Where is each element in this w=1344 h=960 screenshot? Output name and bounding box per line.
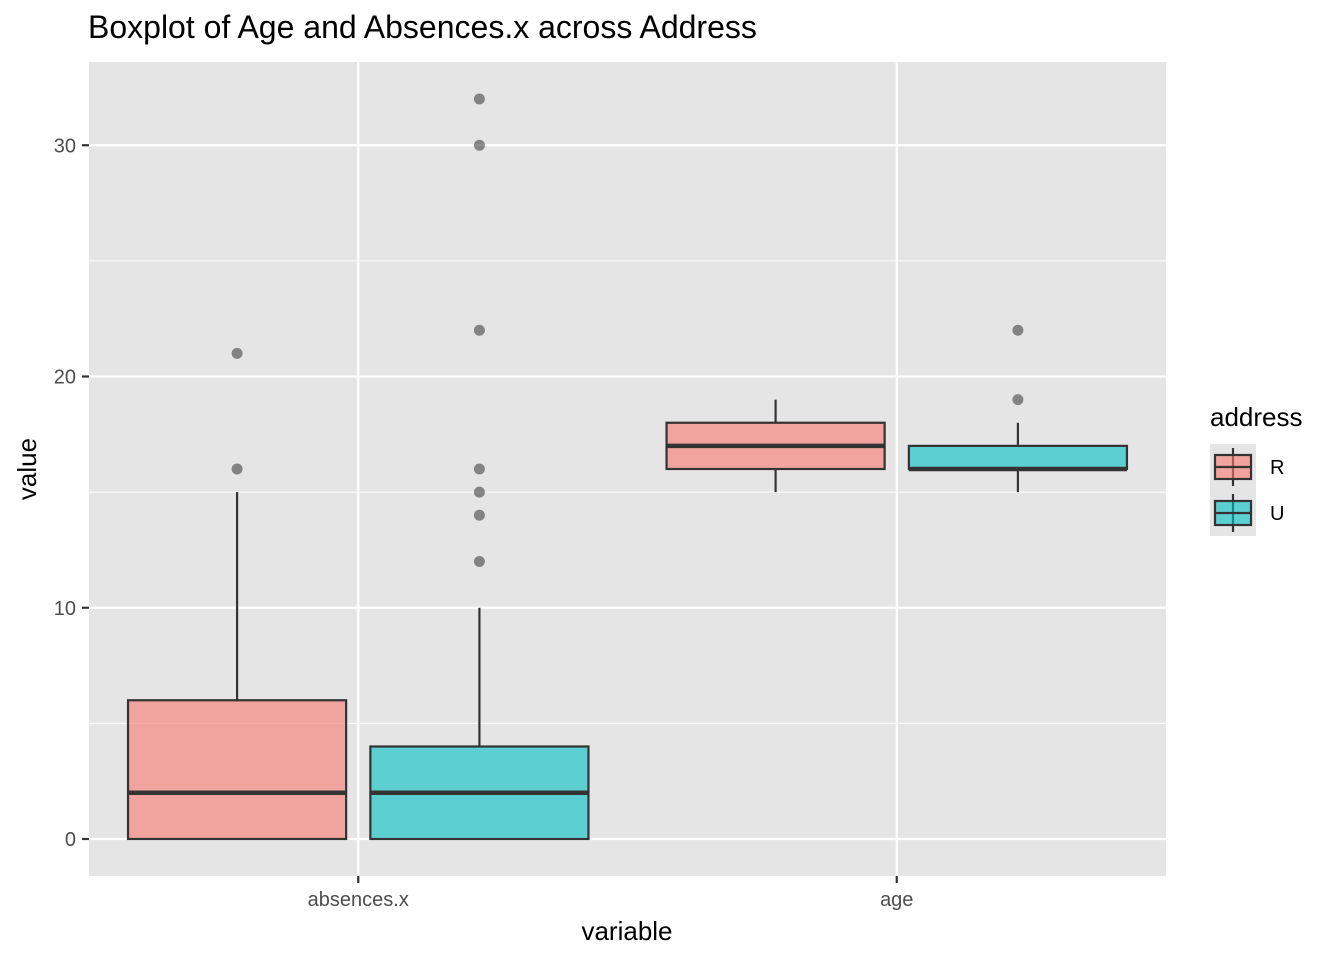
legend-title: address <box>1210 402 1303 432</box>
y-tick-label: 20 <box>54 367 76 389</box>
box-R-absences.x <box>126 347 348 841</box>
outlier-point <box>473 509 485 521</box>
y-tick-label: 30 <box>54 135 76 157</box>
legend: address R U <box>1210 402 1303 536</box>
x-axis-title: variable <box>581 916 672 946</box>
outlier-point <box>473 556 485 567</box>
outlier-point <box>473 486 485 498</box>
y-axis-title: value <box>12 438 42 500</box>
legend-item-U: U <box>1210 490 1284 536</box>
outlier-point <box>1012 324 1024 336</box>
x-tick-label: absences.x <box>308 889 409 911</box>
box-rect <box>907 444 1129 471</box>
outlier-point <box>473 139 485 151</box>
box-U-age <box>907 324 1129 493</box>
x-tick-label: age <box>880 889 913 911</box>
outlier-point <box>231 347 243 359</box>
y-tick-label: 0 <box>65 829 76 851</box>
axes: 0 10 20 30 absences.x age <box>54 135 914 911</box>
chart-title: Boxplot of Age and Absences.x across Add… <box>88 9 757 45</box>
box-U-absences.x <box>369 93 590 841</box>
box-R-age <box>665 399 886 493</box>
outlier-point <box>473 93 485 105</box>
box-rect <box>126 699 348 841</box>
box-layer <box>126 93 1129 841</box>
legend-label: U <box>1270 503 1284 525</box>
outlier-point <box>1012 394 1024 406</box>
y-tick-label: 10 <box>54 598 76 620</box>
outlier-point <box>473 463 485 475</box>
outlier-point <box>473 324 485 336</box>
legend-label: R <box>1270 457 1284 479</box>
legend-item-R: R <box>1210 444 1284 490</box>
outlier-point <box>231 463 243 475</box>
